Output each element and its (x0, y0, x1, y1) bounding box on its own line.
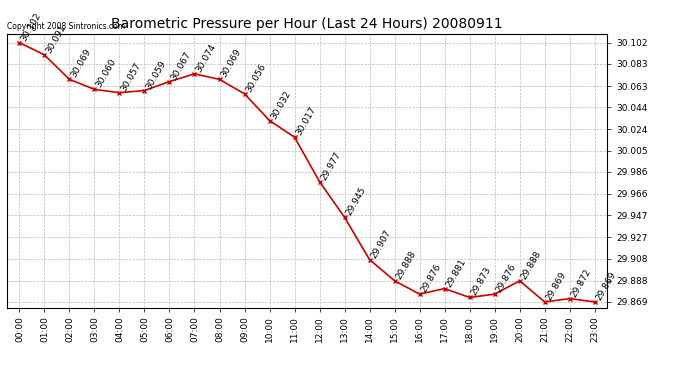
Text: Copyright 2008 Sintronics.com: Copyright 2008 Sintronics.com (7, 22, 125, 31)
Text: 29.872: 29.872 (570, 267, 593, 298)
Text: 30.074: 30.074 (195, 42, 218, 74)
Text: 30.069: 30.069 (70, 48, 93, 80)
Text: 29.876: 29.876 (420, 262, 443, 294)
Text: 29.876: 29.876 (495, 262, 518, 294)
Text: 29.881: 29.881 (444, 257, 468, 289)
Text: 30.057: 30.057 (119, 61, 143, 93)
Text: 29.907: 29.907 (370, 228, 393, 260)
Text: 29.869: 29.869 (544, 270, 568, 302)
Title: Barometric Pressure per Hour (Last 24 Hours) 20080911: Barometric Pressure per Hour (Last 24 Ho… (111, 17, 503, 31)
Text: 29.888: 29.888 (520, 249, 543, 281)
Text: 29.869: 29.869 (595, 270, 618, 302)
Text: 30.060: 30.060 (95, 57, 118, 89)
Text: 30.017: 30.017 (295, 105, 318, 137)
Text: 29.977: 29.977 (319, 150, 343, 182)
Text: 30.069: 30.069 (219, 48, 243, 80)
Text: 29.945: 29.945 (344, 186, 368, 218)
Text: 30.059: 30.059 (144, 58, 168, 90)
Text: 30.056: 30.056 (244, 62, 268, 94)
Text: 29.873: 29.873 (470, 266, 493, 297)
Text: 30.102: 30.102 (19, 11, 43, 43)
Text: 30.091: 30.091 (44, 23, 68, 55)
Text: 29.888: 29.888 (395, 249, 418, 281)
Text: 30.067: 30.067 (170, 50, 193, 82)
Text: 30.032: 30.032 (270, 89, 293, 120)
